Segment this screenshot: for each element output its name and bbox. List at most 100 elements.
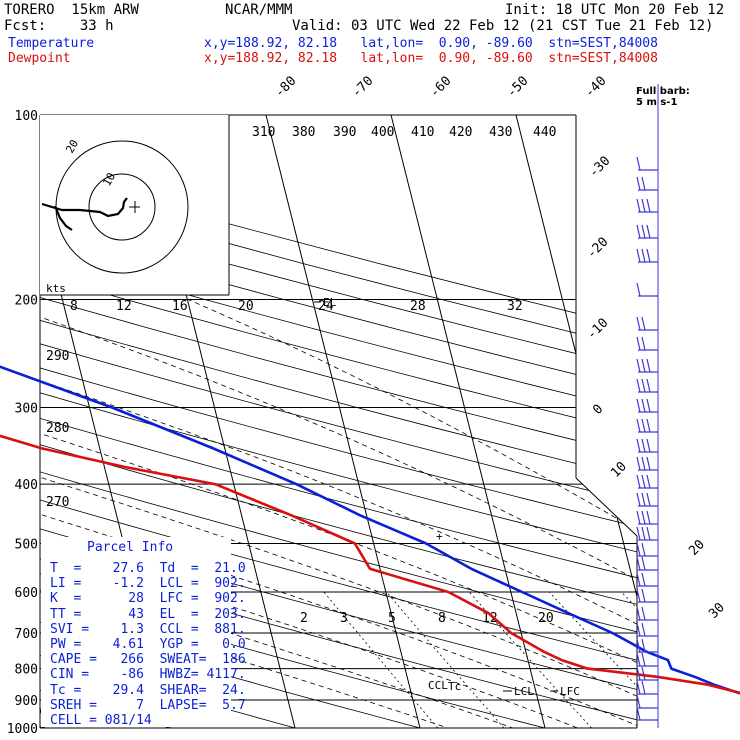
isotherm-label-10: 10 <box>608 459 630 481</box>
wind-scale-label-32: 32 <box>507 299 523 314</box>
wind-barb-flag <box>641 438 646 453</box>
isotherm <box>390 115 546 728</box>
parcel-info-row: CIN = -86 HWBZ= 4117. <box>50 667 246 683</box>
wind-barb-flag <box>646 456 651 471</box>
isotherm-label--70: -70 <box>349 74 376 101</box>
barb-key: Full barb: 5 m s-1 <box>636 86 690 108</box>
wind-barb-flag <box>636 680 641 695</box>
wind-barb-flag <box>636 336 641 351</box>
theta-label-310: 310 <box>252 125 275 140</box>
dewpoint-trace <box>0 434 740 695</box>
temperature-location: x,y=188.92, 82.18 lat,lon= 0.90, -89.60 … <box>204 36 658 51</box>
parcel-info-row: Tc = 29.4 SHEAR= 24. <box>50 682 246 698</box>
wind-barb-flag <box>641 680 646 695</box>
parcel-info-title: Parcel Info <box>87 540 174 555</box>
wind-barb-flag <box>636 198 641 213</box>
parcel-info-row: K = 28 LFC = 902. <box>50 591 246 607</box>
wind-barb-flag <box>646 224 651 239</box>
wind-barb <box>636 336 658 351</box>
wind-barb-flag <box>646 358 651 373</box>
wind-barb-flag <box>641 556 646 571</box>
wind-barb-flag <box>636 456 641 471</box>
wind-barb-flag <box>641 418 646 433</box>
dry-adiabat <box>40 115 637 728</box>
wind-barb-flag <box>636 156 641 171</box>
wind-barb <box>636 694 658 709</box>
wind-barb-flag <box>636 588 641 603</box>
parcel-info-box: Parcel Info T = 27.6 Td = 21.0 LI = -1.2 … <box>41 537 246 728</box>
wind-barb <box>636 358 658 373</box>
wind-barb <box>636 198 658 213</box>
mixing-ratio-label-2: 2 <box>300 611 308 626</box>
wind-barb-flag <box>646 198 651 213</box>
isotherm-label-30: 30 <box>706 600 728 622</box>
isotherm-label--80: -80 <box>272 74 299 101</box>
wind-barb-column <box>636 84 659 728</box>
moist-adiabat <box>40 299 637 728</box>
wind-barb <box>636 622 658 637</box>
wind-barb-flag <box>636 542 641 557</box>
wind-scale-label-8: 8 <box>70 299 78 314</box>
wind-barb <box>636 510 658 525</box>
wind-barb <box>636 526 658 541</box>
wind-barb <box>636 156 658 171</box>
parcel-info-row: CAPE = 266 SWEAT= 186 <box>50 652 246 668</box>
isotherm-label--10: -10 <box>584 316 611 343</box>
lcl-marker: LCL <box>514 685 534 698</box>
wind-scale-label-28: 28 <box>410 299 426 314</box>
el-marker: EL <box>323 296 337 309</box>
wind-barb-flag <box>636 358 641 373</box>
wind-barb-flag <box>641 316 646 331</box>
dry-adiabat <box>40 115 637 728</box>
mixing-ratio-label-12: 12 <box>482 611 498 626</box>
theta-label-400: 400 <box>371 125 394 140</box>
temperature-legend: Temperature <box>8 36 95 51</box>
forecast-hour: Fcst: 33 h <box>4 18 114 34</box>
isotherm-label--30: -30 <box>586 154 613 181</box>
mixing-ratio-line <box>386 591 505 728</box>
moist-adiabat <box>40 383 549 728</box>
isotherm-label--20: -20 <box>584 235 611 262</box>
wind-barb <box>636 474 658 489</box>
wind-barb-flag <box>636 694 641 709</box>
pressure-label-500: 500 <box>15 537 38 552</box>
wind-barb <box>636 542 658 557</box>
wind-barb <box>636 176 658 191</box>
dry-adiabat <box>40 115 637 728</box>
wind-barb-flag <box>636 556 641 571</box>
wind-barb-flag <box>641 474 646 489</box>
mixing-ratio-line <box>549 591 637 728</box>
wind-barb-flag <box>636 438 641 453</box>
wind-barb-flag <box>641 248 646 263</box>
org-title: NCAR/MMM <box>225 2 293 18</box>
wind-barb <box>636 418 658 433</box>
theta-label-270: 270 <box>46 495 69 510</box>
wind-barb <box>636 556 658 571</box>
wind-barb <box>636 680 658 695</box>
wind-barb-flag <box>641 666 646 681</box>
wind-barb-flag <box>641 622 646 637</box>
theta-label-390: 390 <box>333 125 356 140</box>
wind-barb-flag <box>636 606 641 621</box>
wind-barb-flag <box>641 378 646 393</box>
moist-adiabat <box>40 353 611 728</box>
temperature-trace <box>0 365 740 695</box>
wind-barb <box>636 492 658 507</box>
wind-barb-flag <box>636 398 641 413</box>
wind-barb-flag <box>641 224 646 239</box>
wind-barb-flag <box>646 398 651 413</box>
parcel-info-row: PW = 4.61 YGP = 0.0 <box>50 637 246 653</box>
wind-barb-flag <box>636 316 641 331</box>
tt-marker: + <box>436 530 443 543</box>
theta-label-280: 280 <box>46 421 69 436</box>
wind-barb <box>636 666 658 681</box>
wind-barb-flag <box>636 652 641 667</box>
wind-barb-flag <box>641 606 646 621</box>
pressure-label-400: 400 <box>15 478 38 493</box>
dry-adiabat <box>40 115 637 728</box>
pressure-label-300: 300 <box>15 401 38 416</box>
wind-barb-flag <box>646 526 651 541</box>
model-title: TORERO 15km ARW <box>4 2 139 18</box>
hodograph-ring-label-20: 20 <box>63 138 81 156</box>
